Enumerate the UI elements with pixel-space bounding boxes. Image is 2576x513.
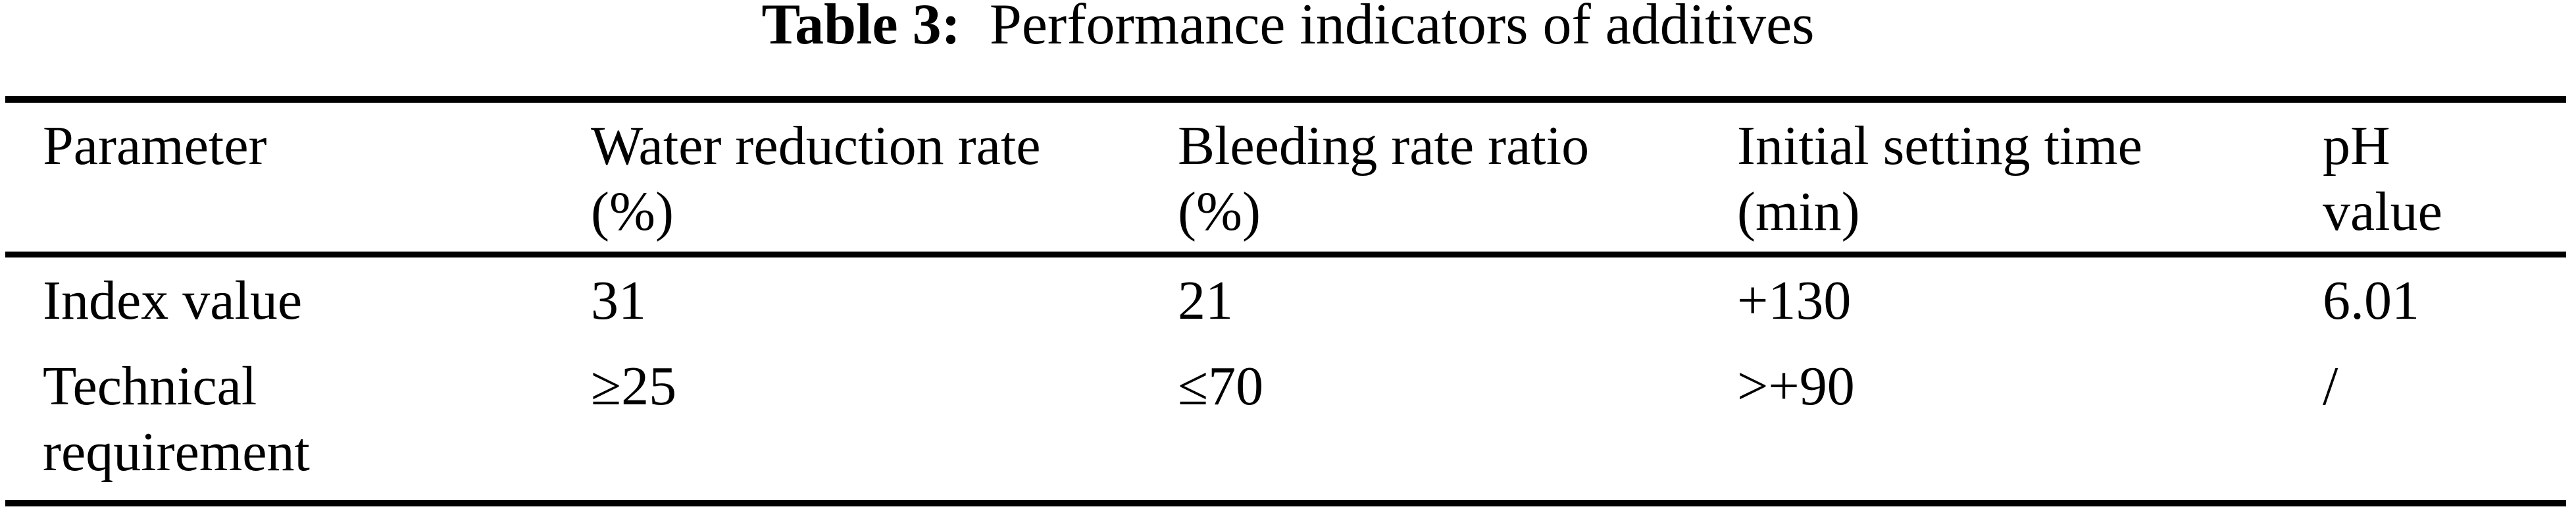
header-cell-initial-setting-time: Initial setting time (min) — [1700, 99, 2285, 257]
header-cell-water-reduction-rate: Water reduction rate (%) — [553, 99, 1140, 257]
table-row-index-value: Index value 31 21 +130 6.01 — [5, 255, 2566, 345]
performance-indicators-table: Parameter Water reduction rate (%) Bleed… — [5, 96, 2566, 506]
cell-index-value-label: Index value — [43, 270, 303, 331]
cell-index-water-reduction-rate: 31 — [591, 270, 646, 331]
table-caption: Table 3: Performance indicators of additi… — [0, 0, 2576, 54]
table-row-technical-requirement: Technical requirement ≥25 ≤70 >+90 / — [5, 344, 2566, 503]
cell-technical-requirement-label: Technical requirement — [43, 356, 310, 483]
table-caption-label: Table 3: — [761, 0, 961, 57]
cell-index-initial-setting-time: +130 — [1737, 270, 1852, 331]
cell-index-bleeding-rate-ratio: 21 — [1178, 270, 1233, 331]
cell-requirement-ph-value: / — [2323, 356, 2338, 417]
cell-requirement-initial-setting-time: >+90 — [1737, 356, 1855, 417]
cell-requirement-bleeding-rate-ratio: ≤70 — [1178, 356, 1264, 417]
header-cell-bleeding-rate-ratio: Bleeding rate ratio (%) — [1140, 99, 1700, 257]
cell-requirement-water-reduction-rate: ≥25 — [591, 356, 677, 417]
header-cell-parameter: Parameter — [5, 99, 553, 257]
header-row: Parameter Water reduction rate (%) Bleed… — [5, 99, 2566, 257]
header-cell-ph-value: pH value — [2285, 99, 2566, 257]
cell-index-ph-value: 6.01 — [2323, 270, 2419, 331]
table-caption-text: Performance indicators of additives — [989, 0, 1815, 57]
